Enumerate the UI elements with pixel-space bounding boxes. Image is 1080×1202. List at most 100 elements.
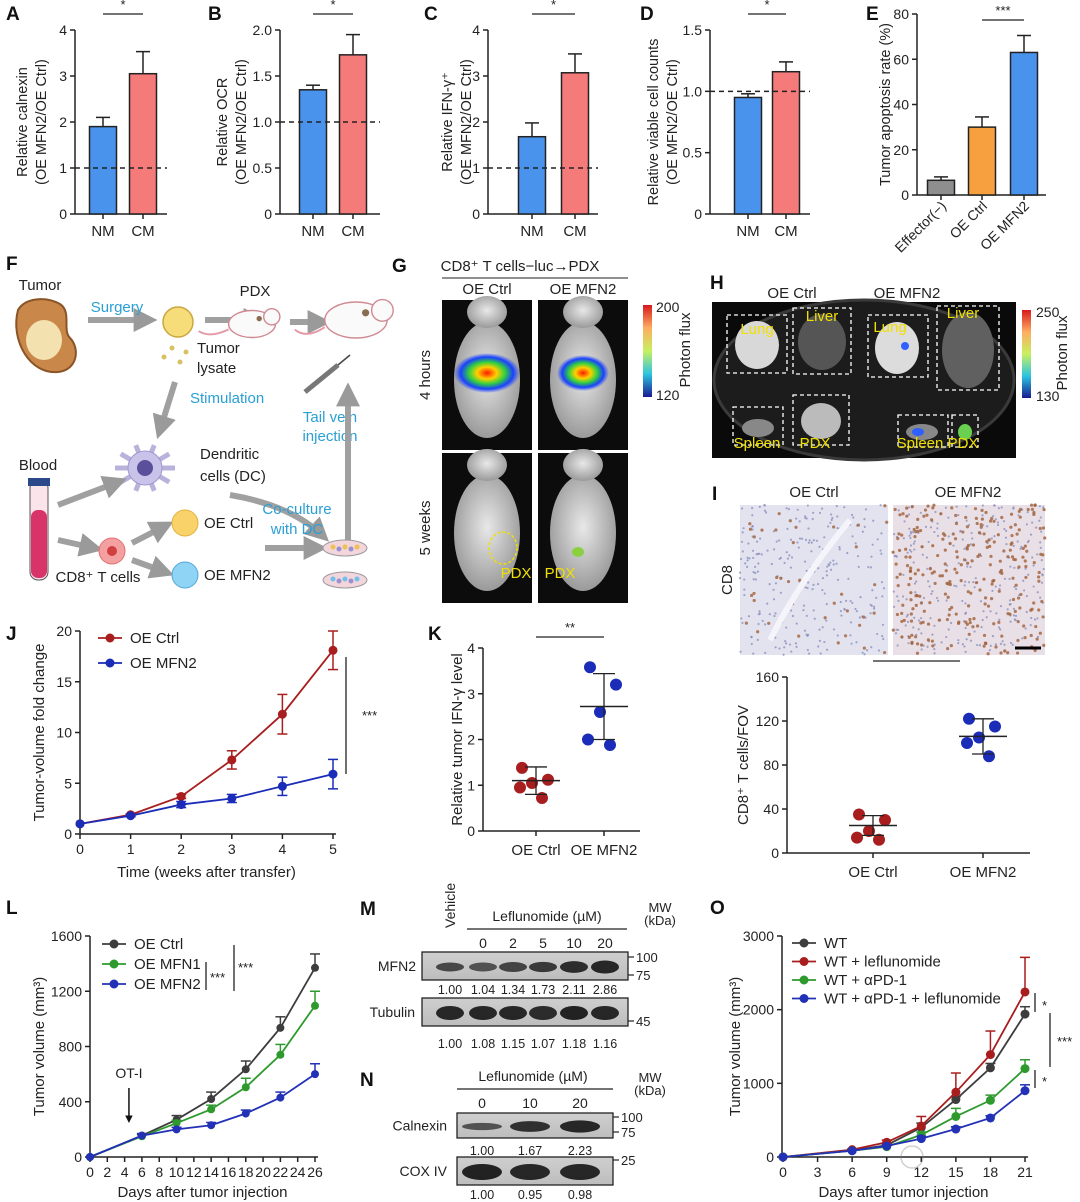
y-tick-label: 0 [467, 823, 475, 839]
x-tick-label: OE MFN2 [571, 842, 638, 859]
mw-marker: 25 [621, 1153, 635, 1168]
data-point [1020, 1086, 1030, 1096]
data-point [1020, 1064, 1030, 1074]
bar-0 [733, 96, 763, 215]
significance-label: ** [565, 620, 575, 635]
y-tick-label: 15 [56, 674, 72, 690]
data-point [311, 1070, 319, 1079]
y-tick-label: 10 [56, 725, 72, 741]
data-point [542, 773, 554, 786]
x-tick-label: 0 [76, 841, 84, 857]
data-point [985, 1063, 995, 1073]
panel-label: D [640, 4, 654, 25]
series-line [782, 1013, 1026, 1158]
data-point [973, 731, 985, 744]
culture-plate [712, 298, 1016, 462]
mw-unit-label: (kDa) [644, 913, 676, 928]
x-tick-label: 22 [273, 1164, 289, 1180]
mw-unit-label: (kDa) [634, 1083, 666, 1098]
series-3 [778, 1084, 1030, 1162]
data-point [879, 814, 891, 826]
lane-label: 5 [539, 935, 547, 951]
y-tick-label: 20 [56, 623, 72, 639]
x-tick-label: 2 [103, 1164, 111, 1180]
band-quantification: 2.11 [562, 983, 585, 997]
column-label: OE MFN2 [550, 281, 617, 298]
organ-label: Lung [873, 319, 906, 336]
x-tick-label: 8 [155, 1164, 163, 1180]
data-point [328, 769, 338, 779]
band-quantification: 1.00 [438, 983, 462, 997]
legend-marker [799, 957, 809, 966]
bar-1 [338, 54, 368, 215]
y-tick-label: 3 [472, 68, 480, 84]
data-point [951, 1087, 961, 1097]
data-point [989, 720, 1001, 733]
x-tick-label: 5 [329, 841, 337, 857]
data-point [985, 1113, 995, 1123]
protein-band [529, 1006, 557, 1020]
x-tick-label: 0 [779, 1164, 787, 1180]
bar-0 [88, 125, 118, 215]
x-tick-label: 9 [883, 1164, 891, 1180]
series-2 [778, 1059, 1030, 1162]
tumor-lysate-icon [162, 306, 194, 338]
y-tick-label: 0 [64, 826, 72, 842]
data-point [873, 833, 885, 846]
y-axis-label: (OE MFN2/OE Ctrl) [234, 59, 250, 185]
significance-label: * [551, 0, 556, 12]
ihc-panel-i: OE Ctrl OE MFN2 CD8 [719, 484, 1047, 656]
blot-tubulin [421, 997, 629, 1027]
bar-2 [1009, 51, 1039, 196]
lane-label: Vehicle [442, 883, 458, 928]
y-tick-label: 5 [64, 775, 72, 791]
x-tick-label: NM [736, 223, 759, 240]
y-tick-label: 40 [893, 97, 909, 113]
legend-label: WT [824, 935, 847, 952]
mouse-image [538, 449, 628, 603]
data-point [311, 1001, 319, 1010]
data-point [276, 1023, 285, 1032]
ihc-image [891, 503, 1047, 656]
flow-arrow [130, 555, 175, 579]
x-tick-label: 3 [814, 1164, 822, 1180]
protein-label: COX IV [400, 1163, 448, 1179]
x-tick-label: OE Ctrl [511, 842, 560, 859]
x-tick-label: Effector(−) [891, 198, 949, 256]
step-tail-vein: injection [302, 428, 357, 445]
imaging-title: CD8⁺ T cells−luc→PDX [441, 258, 600, 275]
data-point [227, 755, 237, 765]
column-label: OE MFN2 [874, 285, 941, 302]
protein-band [560, 1006, 588, 1020]
x-tick-label: 24 [290, 1164, 306, 1180]
data-point [311, 963, 319, 972]
data-point [241, 1065, 250, 1074]
blot-cox-iv [456, 1156, 614, 1186]
data-point [207, 1105, 216, 1114]
pdx-mouse-icon [198, 307, 281, 339]
lysate-dot-icon [161, 354, 167, 360]
y-tick-label: 4 [59, 22, 67, 38]
flow-arrow [130, 521, 174, 546]
panel-label: F [6, 254, 18, 275]
y-tick-label: 2 [467, 732, 475, 748]
organ-roi [792, 307, 852, 375]
y-tick-label: 0.5 [683, 145, 703, 161]
data-point [516, 761, 528, 774]
y-tick-label: 2 [59, 114, 67, 130]
flow-arrow [56, 475, 127, 508]
x-tick-label: 26 [307, 1164, 323, 1180]
panel-label: L [6, 898, 18, 919]
data-point [961, 737, 973, 749]
organ-label: Spleen [734, 435, 781, 452]
band-quantification: 1.34 [501, 983, 525, 997]
x-tick-label: OE Ctrl [848, 864, 897, 881]
column-label: OE Ctrl [462, 281, 511, 298]
data-point [983, 750, 995, 763]
band-quantification: 2.86 [593, 983, 617, 997]
organ-roi [867, 314, 929, 378]
lysate-label: Tumor [197, 340, 240, 357]
tumor-label: Tumor [19, 277, 62, 294]
data-point [916, 1134, 926, 1144]
y-tick-label: 4 [467, 640, 475, 656]
